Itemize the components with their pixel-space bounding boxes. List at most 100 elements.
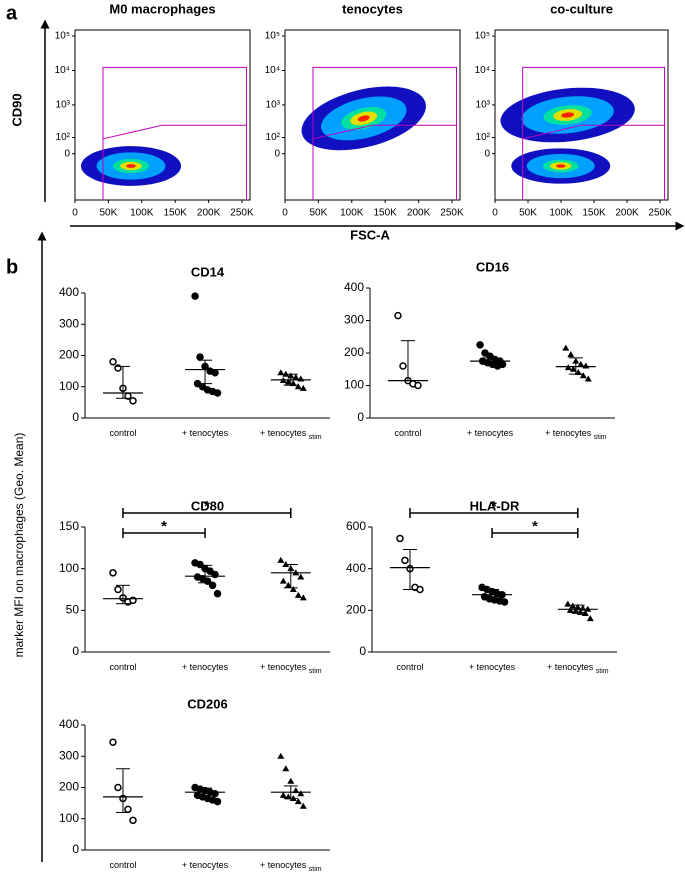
x-tick-label: control (109, 860, 136, 870)
density-cloud (301, 86, 426, 151)
chart-title: CD80 (191, 498, 224, 513)
category-subscript: stim (309, 668, 322, 675)
data-point (569, 602, 577, 609)
y-tick-label: 0 (484, 148, 490, 159)
x-tick-label: 100K (549, 208, 573, 219)
category: + tenocytes (547, 662, 594, 672)
data-point (581, 609, 589, 616)
x-tick-label: 50K (309, 208, 327, 219)
data-point (284, 581, 292, 588)
x-axis-label: FSC-A (350, 227, 390, 242)
significance-label: * (491, 498, 497, 515)
x-tick-label: 100K (130, 208, 154, 219)
data-point (109, 738, 117, 746)
data-point (416, 585, 424, 594)
y-tick-label: 0 (357, 410, 364, 424)
x-tick-label: 50K (519, 208, 537, 219)
category: + tenocytes (467, 428, 514, 438)
y-axis-label: CD90 (9, 93, 24, 126)
y-tick-label: 0 (274, 148, 280, 159)
gate (312, 66, 457, 200)
x-tick-label: 200K (407, 208, 431, 219)
data-point (299, 594, 307, 601)
data-point (292, 373, 300, 380)
data-point (564, 600, 572, 607)
gate (102, 66, 247, 200)
data-point (299, 384, 307, 391)
y-tick-label: 10⁴ (265, 65, 280, 76)
data-point (297, 573, 305, 580)
category: + tenocytes (260, 662, 307, 672)
category-subscript: stim (309, 434, 322, 441)
x-tick-label: 0 (72, 208, 78, 219)
x-tick-label: + tenocytes (182, 860, 229, 870)
data-point (277, 556, 285, 563)
y-tick-label: 100 (59, 561, 79, 575)
significance-label: * (204, 498, 210, 515)
data-point (109, 569, 117, 577)
data-point (401, 556, 409, 565)
plot-frame (284, 29, 461, 201)
data-point (206, 567, 214, 575)
category-subscript: stim (596, 668, 609, 675)
data-point (294, 383, 302, 390)
data-point (277, 752, 285, 759)
x-tick-label: + tenocytes stim (547, 662, 609, 674)
y-tick-label: 100 (59, 811, 79, 825)
x-tick-label: 250K (648, 208, 672, 219)
data-point (577, 360, 585, 367)
data-point (289, 586, 297, 592)
x-tick-label: 200K (197, 208, 221, 219)
data-point (586, 615, 594, 622)
data-point (574, 369, 582, 375)
data-point (500, 598, 509, 606)
y-tick-label: 10³ (266, 100, 281, 111)
y-tick-label: 10⁵ (265, 31, 280, 42)
data-point (277, 369, 285, 376)
x-tick-label: control (394, 428, 421, 438)
data-point (284, 378, 292, 385)
y-tick-label: 0 (359, 644, 366, 658)
data-point (399, 362, 407, 370)
category: control (394, 428, 421, 438)
y-tick-label: 0 (72, 644, 79, 658)
y-tick-label: 10³ (56, 100, 71, 111)
data-point (294, 798, 302, 805)
data-point (579, 372, 587, 379)
significance-bracket (122, 508, 292, 518)
y-tick-label: 0 (64, 148, 70, 159)
category: control (396, 662, 423, 672)
y-tick-label: 400 (344, 280, 364, 294)
significance-bracket (409, 508, 579, 518)
x-tick-label: 0 (282, 208, 288, 219)
data-point (114, 783, 122, 792)
x-tick-label: 150K (164, 208, 188, 219)
data-point (569, 365, 577, 372)
data-point (414, 381, 422, 390)
data-point (396, 534, 404, 543)
x-tick-label: + tenocytes stim (260, 860, 322, 872)
data-point (279, 791, 287, 798)
x-tick-label: 0 (492, 208, 498, 219)
y-tick-label: 10⁴ (475, 65, 490, 76)
density-cloud (80, 146, 182, 186)
chart-title: CD206 (187, 696, 227, 711)
density-level (126, 164, 136, 168)
category-subscript: stim (594, 434, 607, 441)
panel-label: a (6, 2, 18, 24)
x-tick-label: 100K (340, 208, 364, 219)
plot-frame (74, 29, 251, 201)
panel-label: b (6, 256, 18, 278)
y-tick-label: 10³ (476, 100, 491, 111)
category: + tenocytes (545, 428, 592, 438)
x-tick-label: 250K (230, 208, 254, 219)
category: + tenocytes (182, 662, 229, 672)
category: + tenocytes (260, 860, 307, 870)
data-point (191, 292, 199, 300)
data-point (567, 351, 575, 358)
data-point (284, 793, 292, 800)
data-point (211, 368, 219, 377)
density-level (357, 115, 370, 122)
data-point (124, 805, 132, 814)
